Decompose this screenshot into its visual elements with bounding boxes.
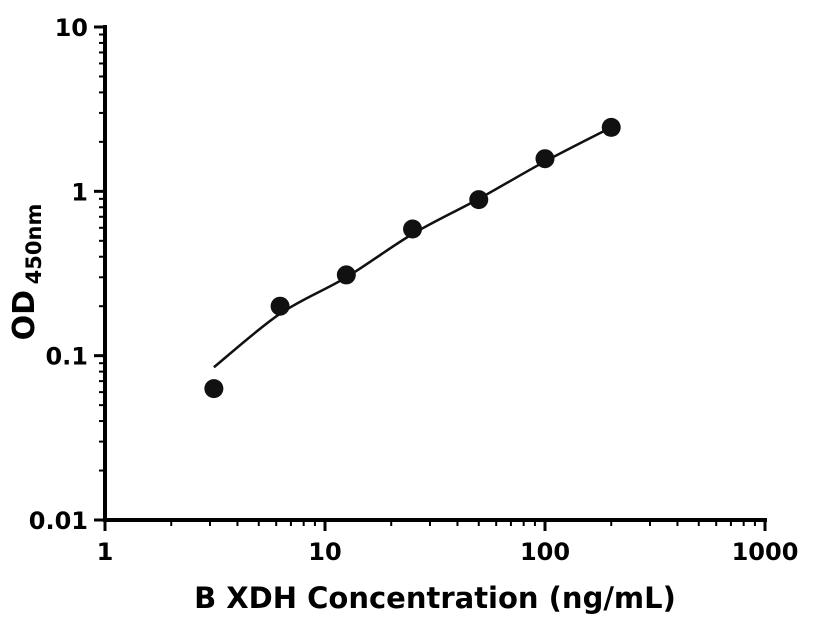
x-tick-label: 100 [520, 538, 570, 566]
x-tick-label: 10 [308, 538, 341, 566]
data-point [270, 296, 290, 316]
y-tick-label: 0.01 [29, 507, 88, 535]
data-point [469, 190, 489, 210]
axes [103, 25, 767, 522]
y-axis-label: OD 450nm [7, 204, 46, 341]
data-point [403, 219, 423, 239]
data-point [601, 117, 621, 137]
y-axis-label-main: OD [7, 290, 42, 340]
x-tick-label: 1000 [732, 538, 799, 566]
y-tick-label: 10 [55, 14, 88, 42]
y-axis-label-subscript: 450nm [22, 204, 46, 285]
data-points [204, 117, 621, 399]
data-point [204, 379, 224, 399]
x-tick-label: 1 [97, 538, 114, 566]
data-point [535, 149, 555, 169]
axis-ticks [94, 25, 767, 531]
axis-tick-labels: 1 10 100 1000 0.01 0.1 1 10 [29, 14, 799, 566]
axis-spines [103, 25, 767, 522]
x-axis-label: B XDH Concentration (ng/mL) [194, 581, 676, 615]
y-tick-label: 1 [71, 178, 88, 206]
y-tick-label: 0.1 [45, 343, 88, 371]
data-point [336, 265, 356, 285]
